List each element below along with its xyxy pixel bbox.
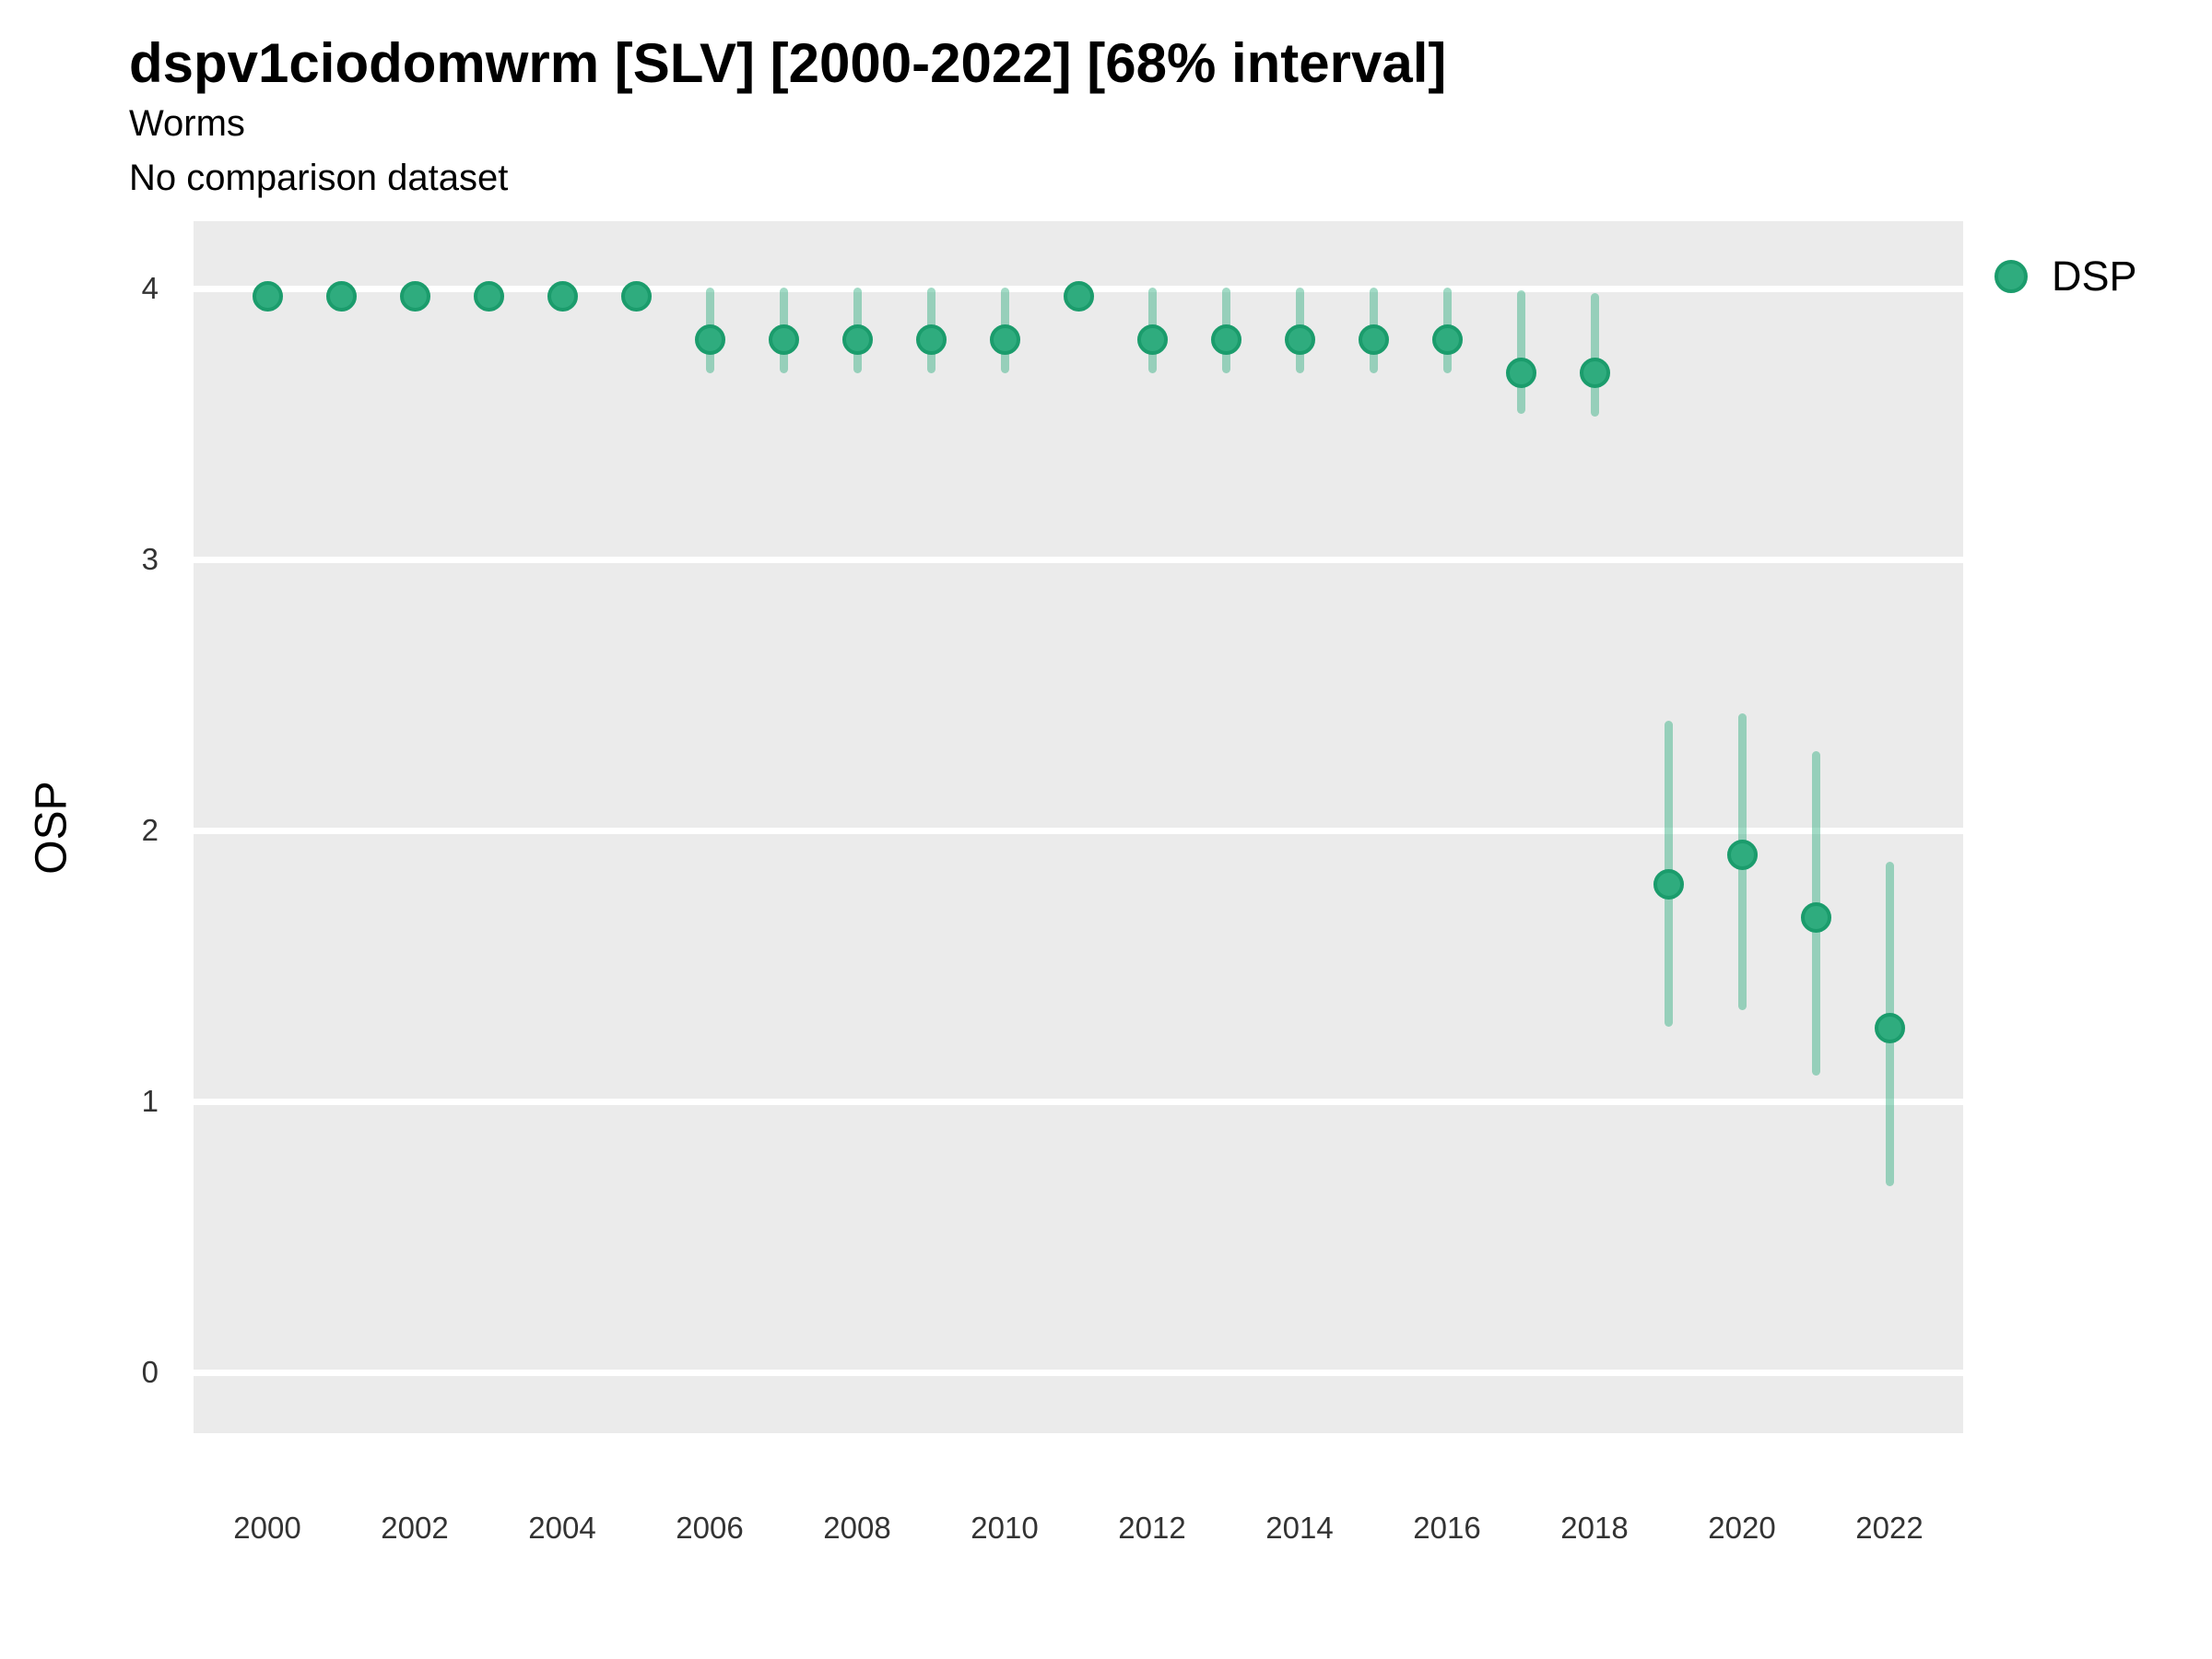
gridline-y-1 [194,1098,1963,1105]
x-tick-label-2018: 2018 [1560,1511,1629,1545]
interval-bar-2017 [1516,289,1525,415]
data-point-2021 [1800,901,1831,933]
x-tick-label-2004: 2004 [528,1511,596,1545]
y-tick-label-0: 0 [141,1355,159,1389]
x-tick-label-2022: 2022 [1855,1511,1924,1545]
data-point-2004 [547,281,578,312]
data-point-2006 [694,324,725,356]
y-tick-label-4: 4 [141,271,159,305]
y-tick-label-3: 3 [141,542,159,576]
data-point-2016 [1431,324,1463,356]
data-point-2012 [1136,324,1168,356]
x-tick-label-2020: 2020 [1708,1511,1776,1545]
legend-item-label: DSP [2052,253,2137,300]
x-tick-label-2010: 2010 [971,1511,1039,1545]
data-point-2003 [473,281,504,312]
gridline-y-3 [194,556,1963,563]
data-point-2014 [1284,324,1315,356]
data-point-2001 [325,281,357,312]
chart-subtitle-note: No comparison dataset [129,158,509,198]
x-tick-label-2012: 2012 [1118,1511,1186,1545]
x-tick-label-2002: 2002 [381,1511,449,1545]
x-tick-label-2016: 2016 [1413,1511,1481,1545]
data-point-2000 [252,281,283,312]
y-tick-label-2: 2 [141,813,159,847]
plot-area [194,221,1963,1433]
y-tick-label-1: 1 [141,1084,159,1118]
data-point-2019 [1653,869,1684,900]
x-tick-label-2014: 2014 [1265,1511,1334,1545]
x-tick-label-2006: 2006 [676,1511,744,1545]
data-point-2011 [1063,281,1094,312]
data-point-2015 [1358,324,1389,356]
chart-title: dspv1ciodomwrm [SLV] [2000-2022] [68% in… [129,32,1447,94]
data-point-2002 [399,281,430,312]
data-point-2008 [841,324,873,356]
data-point-2013 [1210,324,1241,356]
data-point-2017 [1505,357,1536,388]
chart-subtitle: Worms [129,103,245,144]
data-point-2010 [989,324,1020,356]
data-point-2005 [620,281,652,312]
data-point-2022 [1874,1013,1905,1044]
x-tick-label-2000: 2000 [233,1511,301,1545]
gridline-y-0 [194,1369,1963,1376]
gridline-y-2 [194,827,1963,834]
interval-bar-2018 [1590,292,1599,418]
data-point-2009 [915,324,947,356]
data-point-2007 [768,324,799,356]
data-point-2018 [1579,357,1610,388]
legend-marker-circle-icon [1994,260,2028,293]
x-tick-label-2008: 2008 [823,1511,891,1545]
data-point-2020 [1726,839,1758,870]
